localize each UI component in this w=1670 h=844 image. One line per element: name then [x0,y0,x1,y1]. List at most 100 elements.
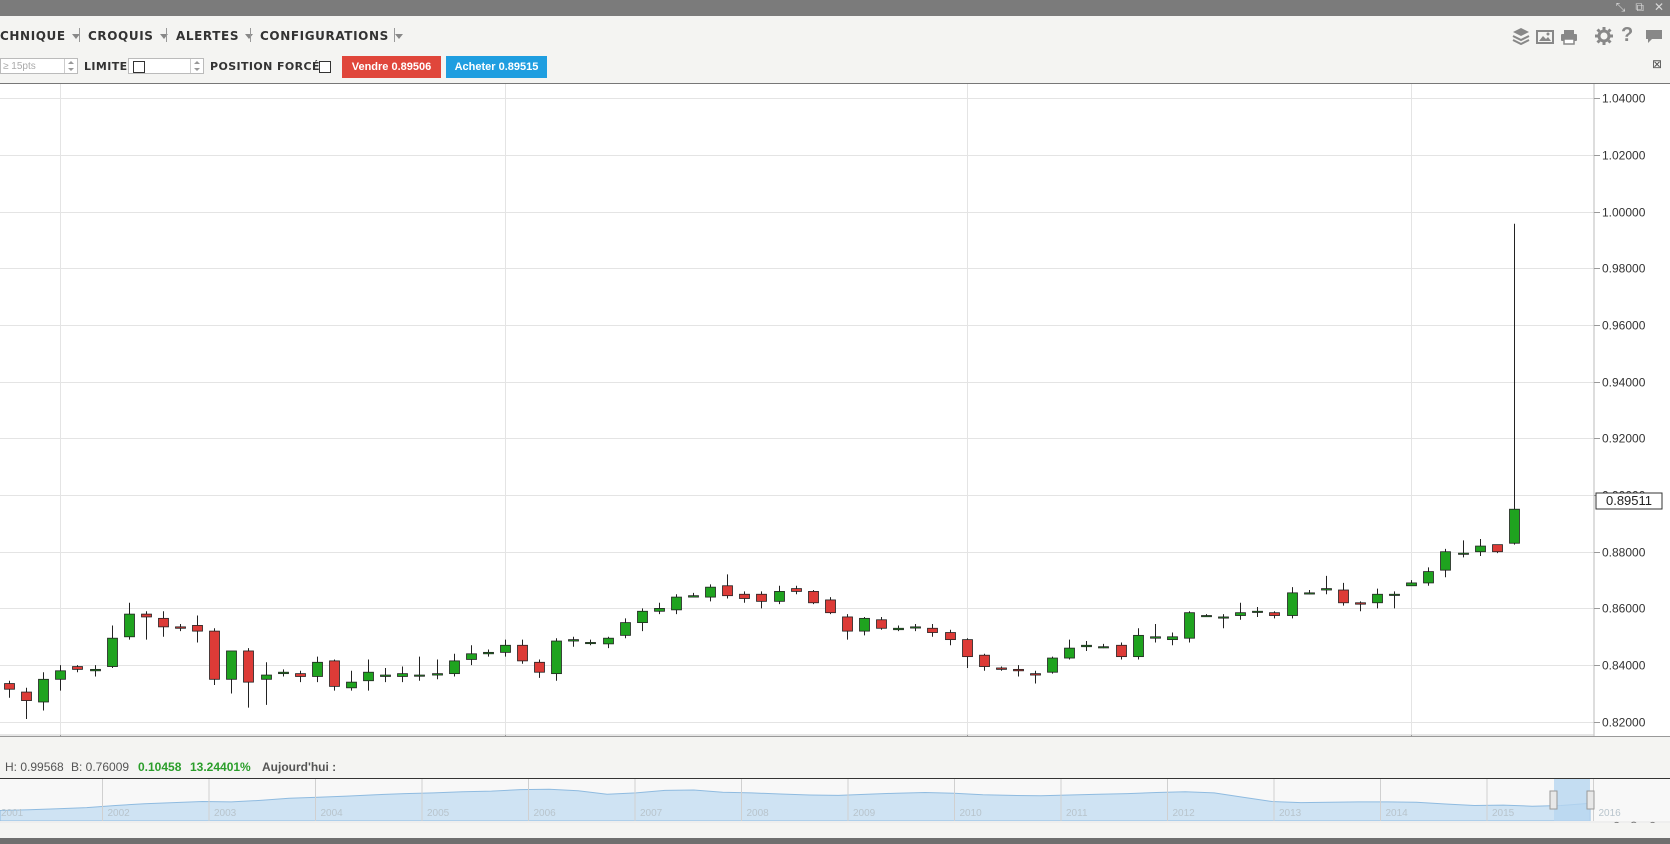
chevron-down-icon [394,33,403,39]
buy-button[interactable]: Acheter 0.89515 [446,56,547,78]
candle [825,597,836,615]
navigator-scrollbar-track[interactable] [0,821,1670,823]
y-tick-label: 0.86000 [1602,602,1646,616]
candle [363,659,374,691]
price-chart[interactable]: 1.04000 1.02000 1.00000 0.98000 0.96000 0.940… [0,83,1670,737]
candle [312,656,323,683]
candle [893,625,904,632]
candle-body [397,673,408,677]
scroll-right-icon[interactable]: ▸ [1594,820,1599,830]
menu-label: CHNIQUE [0,29,66,43]
candle [1355,601,1366,612]
menu-configurations[interactable]: CONFIGURATIONS [260,16,403,56]
sell-button[interactable]: Vendre 0.89506 [342,56,441,78]
stepper-icon[interactable] [64,59,77,73]
candle-body [55,670,66,680]
candle [192,615,203,643]
stop-distance-input[interactable]: ≥ 15pts [0,58,78,74]
menu-label: ALERTES [176,29,240,43]
candle [295,670,306,683]
candle-body [534,661,545,673]
candle [1218,614,1229,629]
price-axis: 1.04000 1.02000 1.00000 0.98000 0.96000 0.940… [1594,92,1646,730]
candle-body [1013,668,1024,672]
navigator-chart[interactable]: 2001 2002 2003 2004 2005 2006 2007 2008 2009 2010… [0,779,1670,832]
candle-body [962,639,973,658]
candle-body [1458,552,1469,555]
navigator-selection[interactable] [1554,779,1590,821]
candle-body [346,681,357,689]
candle [124,602,135,640]
candle [1389,591,1400,609]
zoom-in-icon[interactable]: ⊕ [1648,820,1657,832]
navigator[interactable]: 2001 2002 2003 2004 2005 2006 2007 2008 2009 2010… [0,778,1670,832]
help-icon[interactable]: ? [1621,24,1634,46]
candle [38,672,49,711]
candle-body [671,596,682,611]
print-icon[interactable] [1560,28,1578,46]
candle-body [192,625,203,632]
candle [1133,628,1144,660]
menu-croquis[interactable]: CROQUIS [88,16,168,56]
candle [842,614,853,640]
candle-body [1218,616,1229,619]
navigator-years: 2001 2002 2003 2004 2005 2006 2007 2008 2009 2010… [1,779,1622,821]
close-icon[interactable]: ✕ [1653,0,1664,14]
candle [927,624,938,637]
candle-body [1201,615,1212,618]
navigator-left-handle[interactable] [1549,790,1558,810]
candle-body [774,591,785,602]
menu-alertes[interactable]: ALERTES [176,16,254,56]
chart-gridlines [0,84,1594,735]
candle [1269,611,1280,619]
navigator-year-label: 2006 [534,808,557,819]
navigator-year-label: 2010 [960,808,983,819]
navigator-right-handle[interactable] [1586,790,1595,810]
stepper-icon[interactable] [190,59,203,73]
candle-body [90,668,101,672]
navigator-year-label: 2004 [321,808,344,819]
forced-position-checkbox[interactable] [319,61,331,73]
gear-icon[interactable] [1595,27,1613,45]
candle-body [4,683,15,690]
candlestick-chart[interactable]: 1.04000 1.02000 1.00000 0.98000 0.96000 0.940… [0,84,1670,736]
candle [226,650,237,694]
y-tick-label: 0.96000 [1602,319,1646,333]
candle [1184,611,1195,643]
candle-body [363,671,374,682]
candle [534,659,545,678]
menu-technique[interactable]: CHNIQUE [0,16,80,56]
candle [637,608,648,632]
refresh-icon[interactable]: ⟳ [1630,820,1639,832]
y-tick-label: 0.88000 [1602,546,1646,560]
candle [808,590,819,605]
candle [774,585,785,605]
candle-body [380,674,391,677]
image-icon[interactable] [1536,28,1554,46]
candle [962,638,973,668]
navigator-year-label: 2016 [1599,808,1622,819]
candle [568,636,579,647]
popout-icon[interactable]: ⧉ [1635,0,1644,14]
chat-icon[interactable] [1645,28,1663,46]
candle [4,680,15,698]
candle [1321,575,1332,595]
candle-body [432,673,443,676]
limit-checkbox[interactable] [133,61,145,73]
candle [55,665,66,691]
navigator-year-label: 2012 [1173,808,1196,819]
shrink-icon[interactable]: ⤡ [1615,0,1626,14]
candle-body [722,585,733,597]
candle-body [158,617,169,628]
candle-body [1304,592,1315,595]
candle [141,611,152,640]
zoom-icon[interactable]: ⊖ [1612,820,1621,832]
candle [466,645,477,666]
limit-input[interactable] [128,58,204,74]
candle-body [243,650,254,683]
layers-icon[interactable] [1512,27,1530,45]
close-icon[interactable]: ⊠ [1652,57,1663,71]
candle [107,625,118,668]
candle [21,687,32,719]
candle [1150,624,1161,643]
